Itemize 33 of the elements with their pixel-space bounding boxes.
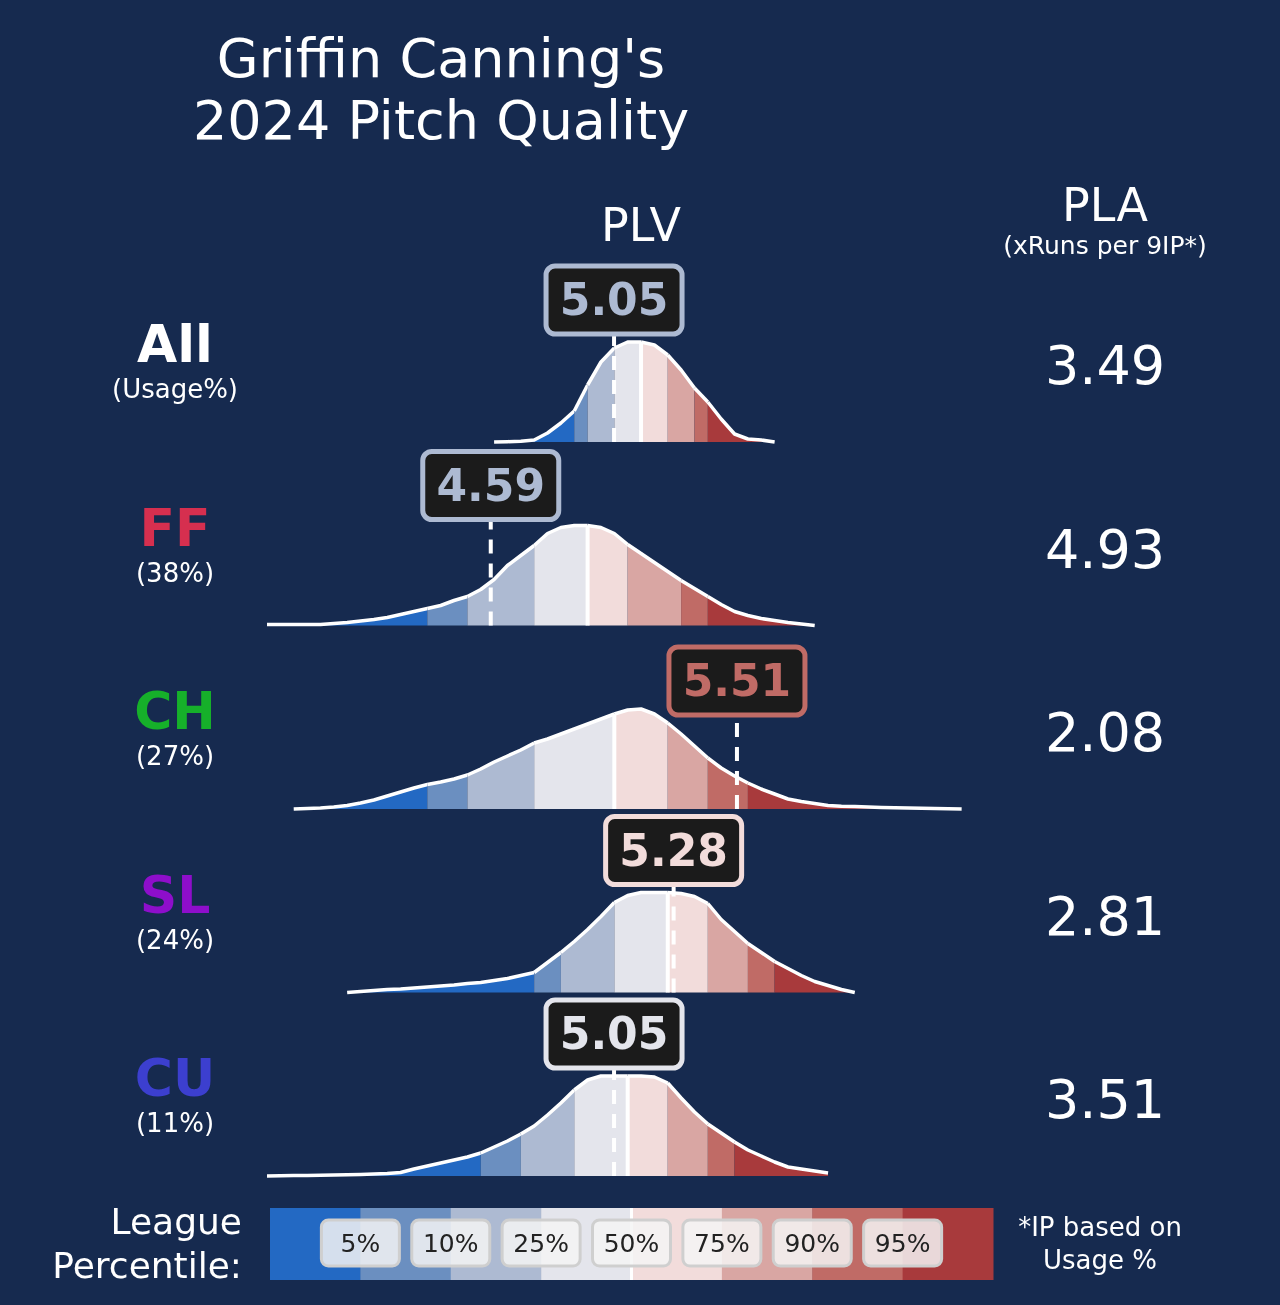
- text: 4.93: [1044, 517, 1166, 581]
- text: Griffin Canning's 2024 Pitch Quality: [192, 27, 690, 152]
- text: 3.51: [1044, 1068, 1166, 1131]
- text: (24%): [135, 924, 215, 955]
- text: 3.49: [1044, 334, 1166, 397]
- text: 2.08: [1044, 701, 1166, 764]
- text: (Usage%): [111, 374, 239, 404]
- text: (38%): [135, 557, 215, 588]
- text: 95%: [874, 1229, 931, 1258]
- text: 75%: [694, 1229, 750, 1258]
- text: PLV: [601, 198, 682, 252]
- text: 5%: [340, 1229, 381, 1258]
- text: PLA: [1062, 178, 1149, 232]
- text: 5.28: [619, 824, 728, 876]
- text: 5.05: [559, 1008, 669, 1059]
- text: *IP based on Usage %: [1018, 1212, 1182, 1275]
- chart-title: FF: [139, 497, 211, 558]
- chart-title: CU: [134, 1048, 216, 1108]
- text: (27%): [135, 741, 215, 771]
- text: 25%: [513, 1229, 569, 1258]
- chart-title: SL: [139, 864, 211, 925]
- text: 2.81: [1044, 884, 1166, 948]
- text: (11%): [135, 1108, 215, 1138]
- text: (xRuns per 9IP*): [1003, 231, 1207, 260]
- chart-title: All: [137, 314, 213, 374]
- text: 90%: [784, 1229, 841, 1258]
- chart-title: CH: [134, 681, 216, 741]
- text: League Percentile:: [52, 1201, 242, 1286]
- text: 50%: [603, 1229, 660, 1258]
- text: 4.59: [436, 459, 546, 511]
- text: 10%: [422, 1229, 479, 1258]
- text: 5.51: [682, 655, 792, 706]
- text: 5.05: [559, 274, 669, 325]
